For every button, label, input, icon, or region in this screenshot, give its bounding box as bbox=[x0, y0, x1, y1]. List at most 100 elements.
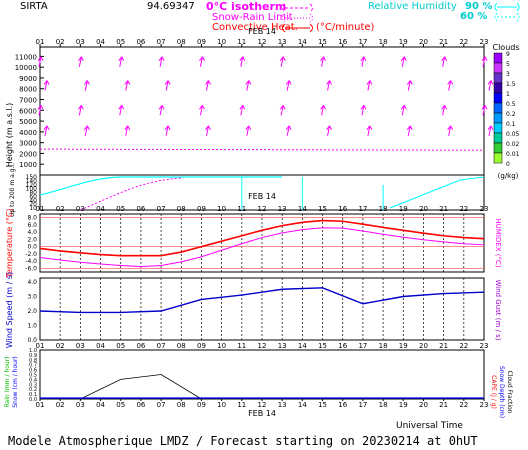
hour-tick-label: 10 bbox=[217, 205, 226, 213]
cloud-legend-swatch bbox=[493, 122, 503, 134]
hour-tick-label: 20 bbox=[419, 205, 428, 213]
wind-arrow bbox=[321, 105, 325, 116]
temperature-tick-label: 0.0 bbox=[27, 244, 37, 251]
hour-tick-label: 20 bbox=[419, 38, 428, 46]
precip-tick-label: 0.4 bbox=[29, 377, 37, 383]
hour-tick-label: 19 bbox=[399, 401, 408, 409]
wind-arrow bbox=[448, 80, 452, 91]
wind-arrow bbox=[482, 105, 486, 116]
humidex-line bbox=[39, 227, 485, 268]
hour-tick-label: 19 bbox=[399, 38, 408, 46]
hour-tick-label: 09 bbox=[197, 205, 206, 213]
hour-tick-label: 03 bbox=[76, 342, 85, 350]
cloud-legend-swatch bbox=[493, 62, 503, 74]
hour-tick-label: 13 bbox=[278, 401, 287, 409]
hour-tick-label: 12 bbox=[258, 205, 267, 213]
hour-tick-label: 16 bbox=[338, 205, 347, 213]
wind-arrow-head bbox=[400, 105, 407, 110]
wind-arrow-head bbox=[158, 105, 165, 110]
snow-rain-label: Snow-Rain Limit bbox=[212, 12, 293, 23]
wind-arrow bbox=[407, 125, 411, 136]
hour-tick-label: 06 bbox=[136, 401, 145, 409]
cloud-legend-swatch bbox=[493, 112, 503, 124]
hour-tick-label: 03 bbox=[76, 401, 85, 409]
hour-tick-label: 22 bbox=[459, 401, 468, 409]
hour-tick-label: 07 bbox=[157, 205, 166, 213]
height-tick-label: 1000 bbox=[19, 161, 37, 169]
wind-arrow bbox=[44, 125, 48, 136]
height-tick-label: 2000 bbox=[19, 150, 37, 158]
wind-arrow bbox=[482, 56, 486, 67]
wind-arrow bbox=[327, 80, 331, 91]
hour-tick-label: 21 bbox=[439, 205, 448, 213]
wind-arrow bbox=[361, 105, 365, 116]
wind-arrow-head bbox=[43, 125, 50, 131]
low-height-tick-label: 80 bbox=[29, 190, 37, 197]
cloud-fraction-ylabel: Cloud Fraction bbox=[506, 371, 513, 414]
hour-tick-label: 05 bbox=[116, 401, 125, 409]
wind-arrow bbox=[78, 105, 82, 116]
wind-arrow-head bbox=[245, 80, 252, 85]
wind-ylabel: Wind Speed (m / s) bbox=[5, 272, 14, 348]
wind-tick-label: 4.0 bbox=[27, 279, 37, 286]
forecast-title: Modele Atmospherique LMDZ / Forecast sta… bbox=[8, 434, 478, 448]
wind-arrow bbox=[119, 105, 123, 116]
wind-arrow-head bbox=[326, 80, 332, 85]
wind-arrow bbox=[488, 125, 492, 136]
hour-tick-label: 17 bbox=[358, 38, 367, 46]
hour-tick-label: 14 bbox=[298, 38, 307, 46]
cloud-legend-label: 0.2 bbox=[506, 111, 516, 118]
date-label-precip: FEB 14 bbox=[248, 409, 276, 418]
rh-90: 90 % bbox=[465, 1, 492, 12]
rh-90-line bbox=[39, 176, 282, 196]
wind-arrow bbox=[321, 56, 325, 67]
cloud-legend-label: 5 bbox=[506, 61, 510, 68]
temperature-tick-label: 6.0 bbox=[27, 222, 37, 229]
wind-arrow-head bbox=[164, 80, 171, 85]
hour-tick-label: 08 bbox=[177, 401, 186, 409]
hour-tick-label: 06 bbox=[136, 38, 145, 46]
wind-arrow bbox=[38, 105, 42, 116]
hour-tick-label: 18 bbox=[379, 38, 388, 46]
hour-tick-label: 07 bbox=[157, 342, 166, 350]
wind-gust-ylabel: Wind Gust (m / s) bbox=[494, 279, 502, 340]
hour-tick-label: 11 bbox=[237, 38, 246, 46]
precip-tick-label: 0.0 bbox=[29, 397, 37, 403]
date-label-top: FEB 14 bbox=[248, 27, 276, 36]
temperature-tick-label: -6.0 bbox=[25, 265, 37, 272]
hour-tick-label: 01 bbox=[36, 205, 45, 213]
hour-tick-label: 21 bbox=[439, 342, 448, 350]
precip-tick-label: 0.2 bbox=[29, 387, 37, 393]
wind-arrow-head bbox=[199, 105, 205, 110]
hour-tick-label: 17 bbox=[358, 401, 367, 409]
low-height-tick-label: 100 bbox=[26, 186, 38, 193]
hour-tick-label: 14 bbox=[298, 205, 307, 213]
wind-arrow bbox=[159, 105, 163, 116]
height-panel-frame bbox=[39, 46, 485, 211]
hour-tick-label: 01 bbox=[36, 401, 45, 409]
snow-depth-ylabel: Snow Depth (cm) bbox=[498, 366, 505, 418]
hour-tick-label: 12 bbox=[258, 401, 267, 409]
wind-arrow-head bbox=[406, 125, 413, 131]
hour-tick-label: 13 bbox=[278, 205, 287, 213]
wind-arrow bbox=[165, 125, 169, 136]
cloud-legend-swatch bbox=[493, 82, 503, 94]
height-tick-label: 7000 bbox=[19, 97, 37, 105]
hour-tick-label: 09 bbox=[197, 38, 206, 46]
wind-arrow bbox=[240, 56, 244, 67]
rh-swatch-60 bbox=[494, 12, 520, 22]
hour-tick-label: 19 bbox=[399, 342, 408, 350]
wind-arrow-head bbox=[205, 80, 211, 85]
wind-arrow bbox=[448, 125, 452, 136]
hour-tick-label: 11 bbox=[237, 401, 246, 409]
hour-tick-label: 17 bbox=[358, 205, 367, 213]
wind-panel-frame bbox=[39, 277, 485, 341]
precip-tick-label: 0.5 bbox=[29, 373, 37, 379]
hour-tick-label: 15 bbox=[318, 205, 327, 213]
hour-tick-label: 22 bbox=[459, 205, 468, 213]
wind-arrow bbox=[286, 80, 290, 91]
hour-tick-label: 20 bbox=[419, 401, 428, 409]
hour-tick-label: 07 bbox=[157, 401, 166, 409]
wind-arrow-head bbox=[118, 56, 125, 62]
